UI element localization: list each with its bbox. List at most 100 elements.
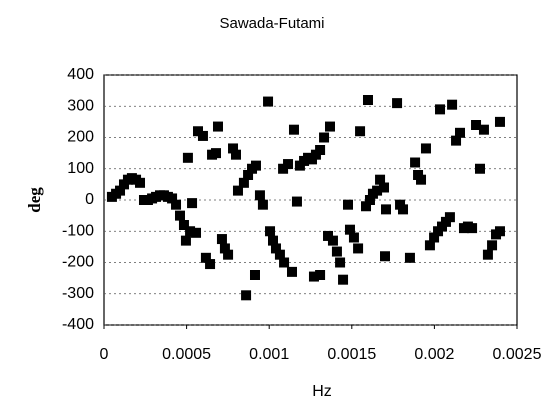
point — [249, 270, 260, 280]
point — [167, 193, 178, 204]
point — [380, 251, 391, 262]
point — [274, 249, 285, 260]
point — [474, 163, 485, 174]
y-tick-label: 200 — [67, 129, 94, 146]
point — [243, 170, 254, 180]
point — [115, 185, 126, 196]
x-tick-label: 0 — [100, 346, 109, 363]
point — [205, 259, 216, 270]
x-tick-label: 0.0025 — [493, 346, 542, 363]
point — [263, 96, 274, 107]
point — [353, 243, 364, 254]
point — [232, 185, 243, 196]
point — [216, 234, 227, 245]
point — [331, 246, 342, 257]
point — [444, 212, 455, 223]
point — [288, 124, 299, 135]
point — [219, 243, 230, 254]
point — [187, 198, 198, 209]
point — [379, 182, 390, 193]
point — [343, 199, 354, 210]
point — [267, 235, 278, 246]
point — [238, 177, 249, 188]
point — [435, 104, 446, 115]
point — [191, 227, 202, 238]
x-tick-label: 0.0005 — [162, 346, 211, 363]
point — [286, 266, 297, 277]
y-tick-label: -200 — [62, 254, 94, 271]
point — [171, 199, 182, 210]
point — [200, 252, 211, 263]
point — [197, 130, 208, 141]
point — [471, 120, 482, 130]
point — [315, 270, 326, 280]
point — [420, 143, 431, 154]
point — [212, 121, 223, 132]
point — [451, 135, 462, 146]
x-tick-label: 0.0015 — [327, 346, 376, 363]
point — [424, 240, 435, 251]
y-tick-label: 0 — [85, 191, 94, 208]
y-tick-label: -300 — [62, 285, 94, 302]
point — [494, 116, 505, 127]
point — [348, 232, 359, 243]
point — [241, 290, 252, 301]
x-tick-label: 0.002 — [414, 346, 454, 363]
point — [372, 185, 383, 196]
point — [230, 149, 241, 160]
point — [344, 224, 355, 235]
point — [178, 220, 189, 230]
point — [447, 99, 458, 110]
point — [338, 274, 349, 285]
y-tick-label: -400 — [62, 316, 94, 333]
point — [319, 132, 330, 143]
point — [135, 177, 146, 188]
point — [254, 190, 265, 201]
point — [265, 226, 276, 237]
point — [335, 257, 346, 268]
point — [455, 127, 466, 138]
y-tick-label: 400 — [67, 66, 94, 83]
point — [270, 243, 281, 254]
y-tick-label: 300 — [67, 97, 94, 114]
point — [380, 204, 391, 215]
point — [327, 235, 338, 246]
point — [494, 226, 505, 237]
y-axis-label: deg — [25, 187, 44, 213]
point — [416, 174, 427, 185]
point — [185, 226, 196, 237]
point — [487, 240, 498, 251]
point — [308, 271, 319, 282]
point — [429, 232, 440, 243]
y-tick-label: 100 — [67, 160, 94, 177]
point — [410, 157, 421, 168]
y-tick-label: -100 — [62, 222, 94, 239]
point — [279, 257, 290, 268]
x-axis-label: Hz — [312, 383, 332, 400]
point — [398, 204, 409, 215]
point — [355, 126, 366, 137]
point — [482, 249, 493, 260]
point — [364, 195, 375, 205]
point — [250, 160, 261, 171]
point — [182, 152, 193, 163]
point — [223, 249, 234, 260]
point — [362, 95, 373, 105]
point — [404, 252, 415, 263]
point — [315, 145, 326, 155]
point — [174, 210, 185, 221]
point — [283, 159, 294, 170]
point — [361, 201, 372, 212]
point — [375, 174, 386, 185]
point — [257, 199, 268, 210]
chart-title: Sawada-Futami — [219, 15, 324, 32]
point — [392, 98, 403, 109]
point — [478, 124, 489, 135]
point — [324, 121, 335, 132]
point — [211, 148, 222, 159]
x-tick-label: 0.001 — [249, 346, 289, 363]
point — [291, 196, 302, 207]
point — [180, 235, 191, 246]
